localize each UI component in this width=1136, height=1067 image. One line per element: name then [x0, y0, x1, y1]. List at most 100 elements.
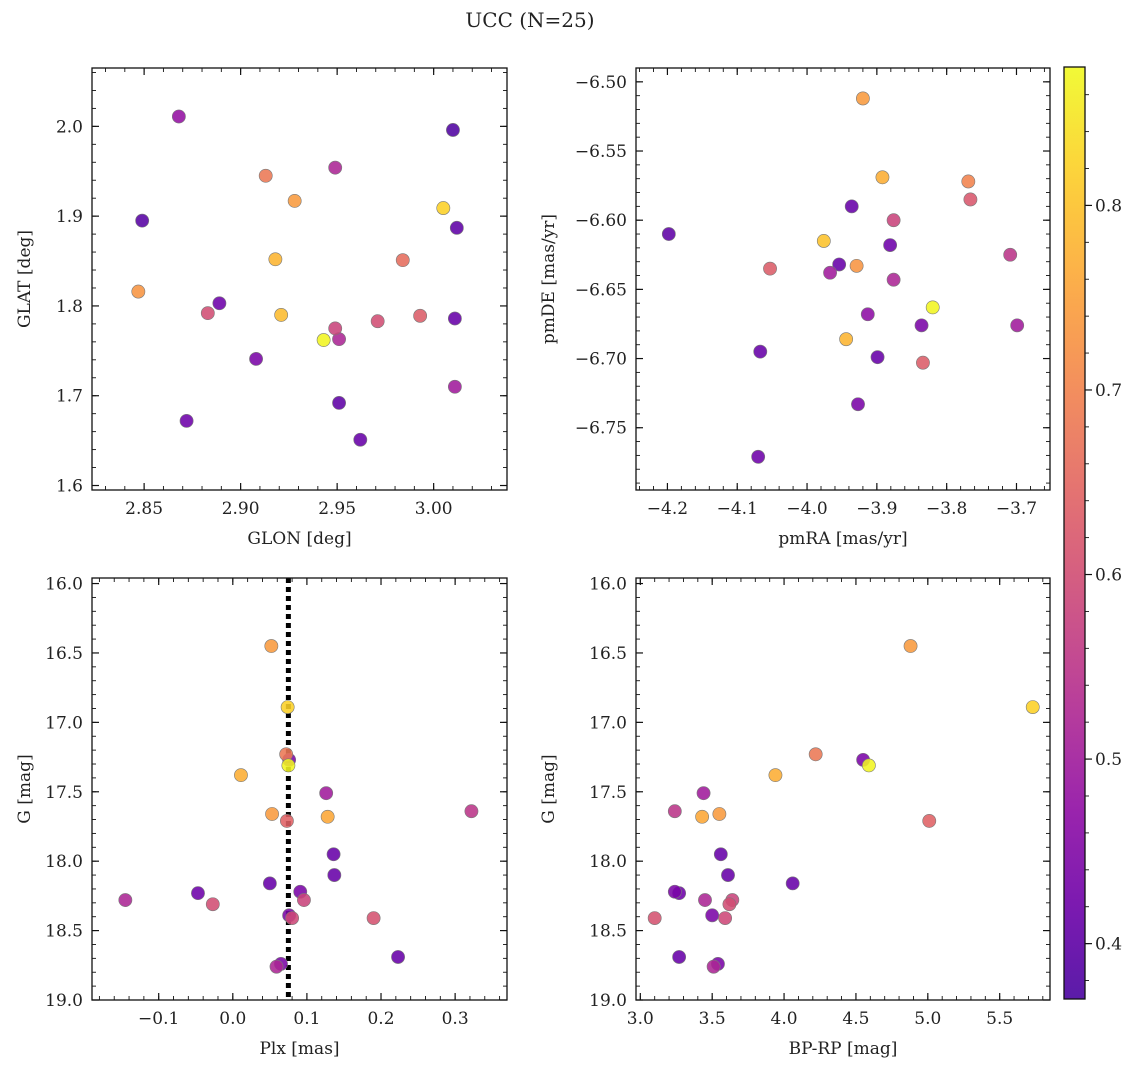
scatter-point: [297, 893, 311, 907]
scatter-point: [320, 809, 335, 824]
scatter-point: [718, 911, 733, 925]
y-axis-label: GLAT [deg]: [15, 230, 35, 328]
y-tick-label: −6.60: [575, 211, 627, 231]
scatter-point: [698, 893, 712, 907]
x-tick-label: 2.85: [125, 499, 163, 519]
scatter-point: [449, 220, 464, 235]
y-tick-label: 19.0: [589, 991, 627, 1011]
scatter-point: [661, 227, 676, 241]
scatter-point: [287, 193, 302, 208]
scatter-point: [849, 258, 864, 273]
x-tick-label: −0.1: [138, 1009, 179, 1029]
x-tick-label: 2.95: [318, 499, 356, 519]
panels: 2.85 2.90 2.95 3.00 1.6 1.7 1.8 1.9 2.0 GLON [deg…: [15, 67, 1051, 1059]
scatter-point: [851, 397, 865, 412]
scatter-point: [883, 238, 898, 253]
y-tick-label: 17.0: [589, 713, 627, 733]
y-tick-label: 1.8: [56, 297, 83, 317]
colorbar: 0.4 0.5 0.6 0.7 0.8: [1063, 66, 1122, 1000]
scatter-point: [832, 257, 847, 272]
scatter-point: [721, 868, 735, 882]
x-tick-label: −4.2: [647, 499, 688, 519]
scatter-point: [171, 109, 186, 124]
data-layer: [118, 578, 479, 1000]
scatter-point: [695, 809, 710, 824]
scatter-point: [280, 700, 295, 714]
y-tick-label: 16.5: [589, 644, 627, 664]
colorbar-tick-label: 0.5: [1095, 750, 1122, 770]
y-tick-label: 17.0: [45, 713, 83, 733]
scatter-point: [319, 786, 334, 801]
y-tick-label: 17.5: [45, 783, 83, 803]
scatter-point: [922, 814, 937, 828]
x-axis-label: Plx [mas]: [259, 1039, 339, 1059]
x-tick-label: 3.0: [627, 1009, 654, 1029]
scatter-point: [191, 886, 205, 901]
scatter-point: [672, 950, 687, 964]
y-tick-label: 1.6: [56, 477, 83, 497]
scatter-point: [1010, 318, 1025, 333]
scatter-point: [131, 284, 146, 299]
x-tick-label: 4.5: [842, 1009, 869, 1029]
scatter-point: [328, 160, 343, 175]
scatter-point: [961, 174, 976, 189]
y-tick-label: 18.5: [45, 922, 83, 942]
axis-ticks: [636, 67, 1050, 490]
y-tick-label: 16.0: [589, 575, 627, 595]
y-axis-label: G [mag]: [539, 754, 559, 823]
y-tick-label: 2.0: [56, 117, 83, 137]
colorbar-tick-label: 0.6: [1095, 566, 1122, 586]
y-axis-label: G [mag]: [15, 754, 35, 823]
scatter-point: [916, 355, 930, 370]
x-axis-label: GLON [deg]: [247, 529, 351, 549]
panel-bottom-right: 3.0 3.5 4.0 4.5 5.0 5.5 16.0 16.5 17.0 17.5 18.0 18…: [539, 575, 1051, 1059]
axes-frame: [91, 577, 508, 1001]
scatter-point: [722, 897, 737, 912]
scatter-point: [1003, 247, 1018, 262]
scatter-point: [963, 192, 978, 207]
x-axis-label: BP-RP [mag]: [789, 1039, 898, 1059]
axis-ticks: [92, 68, 507, 490]
scatter-point: [285, 911, 299, 925]
scatter-point: [395, 253, 410, 268]
y-tick-label: 17.5: [589, 783, 627, 803]
scatter-point: [332, 396, 346, 410]
y-tick-label: 19.0: [45, 991, 83, 1011]
scatter-point: [861, 758, 876, 773]
scatter-point: [391, 950, 405, 964]
scatter-point: [870, 350, 885, 365]
panel-bottom-left: −0.1 0.0 0.1 0.2 0.3 16.0 16.5 17.0 17.5 18.0 18.5…: [15, 575, 508, 1059]
y-tick-label: 1.7: [56, 387, 83, 407]
scatter-point: [268, 252, 283, 267]
colorbar-tick-label: 0.8: [1095, 196, 1122, 216]
x-tick-label: 0.0: [219, 1009, 246, 1029]
axes-frame: [635, 67, 1051, 491]
scatter-point: [205, 897, 220, 912]
scatter-point: [886, 272, 901, 287]
axis-ticks: [92, 578, 507, 1001]
y-tick-label: 1.9: [56, 207, 83, 227]
scatter-point: [768, 768, 783, 783]
scatter-point: [886, 213, 901, 228]
colorbar-tick-label: 0.7: [1095, 381, 1122, 401]
x-tick-label: 3.5: [699, 1009, 726, 1029]
figure-title: UCC (N=25): [465, 8, 594, 32]
scatter-point: [903, 639, 918, 653]
colorbar-gradient: [1064, 67, 1085, 999]
scatter-point: [269, 959, 284, 974]
scatter-point: [706, 959, 721, 974]
scatter-point: [280, 814, 294, 828]
scatter-point: [712, 807, 727, 821]
x-tick-label: −3.7: [996, 499, 1037, 519]
scatter-point: [447, 311, 462, 326]
axes-frame: [635, 577, 1051, 1001]
scatter-point: [753, 344, 768, 359]
x-tick-label: 2.90: [222, 499, 260, 519]
scatter-point: [316, 333, 331, 347]
scatter-point: [696, 786, 711, 801]
scatter-point: [464, 804, 479, 819]
scatter-point: [413, 308, 428, 323]
y-tick-label: 18.0: [589, 852, 627, 872]
scatter-point: [249, 352, 263, 366]
scatter-point: [647, 911, 662, 925]
